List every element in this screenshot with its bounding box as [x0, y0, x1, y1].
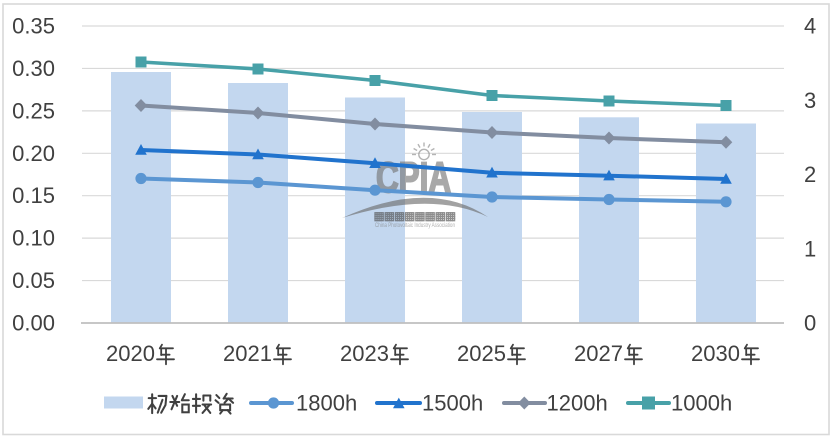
- svg-text:0: 0: [804, 311, 816, 336]
- svg-text:0.20: 0.20: [12, 141, 55, 166]
- svg-text:China Photovoltaic Industry As: China Photovoltaic Industry Association: [375, 223, 455, 229]
- svg-text:1: 1: [804, 236, 816, 261]
- svg-text:2021: 2021: [223, 341, 272, 366]
- svg-text:0.10: 0.10: [12, 226, 55, 251]
- svg-text:0.15: 0.15: [12, 183, 55, 208]
- svg-text:2027: 2027: [574, 341, 623, 366]
- svg-text:0.30: 0.30: [12, 56, 55, 81]
- svg-text:2020: 2020: [106, 341, 155, 366]
- svg-text:1000h: 1000h: [671, 391, 732, 416]
- svg-text:1500h: 1500h: [422, 391, 483, 416]
- svg-text:1800h: 1800h: [296, 391, 357, 416]
- svg-text:2: 2: [804, 162, 816, 187]
- svg-text:0.25: 0.25: [12, 98, 55, 123]
- svg-text:0.00: 0.00: [12, 311, 55, 336]
- svg-text:4: 4: [804, 14, 816, 39]
- svg-text:3: 3: [804, 88, 816, 113]
- svg-text:2023: 2023: [340, 341, 389, 366]
- svg-text:2025: 2025: [457, 341, 506, 366]
- svg-text:2030: 2030: [691, 341, 740, 366]
- svg-text:0.35: 0.35: [12, 14, 55, 39]
- svg-text:0.05: 0.05: [12, 268, 55, 293]
- svg-text:1200h: 1200h: [547, 391, 608, 416]
